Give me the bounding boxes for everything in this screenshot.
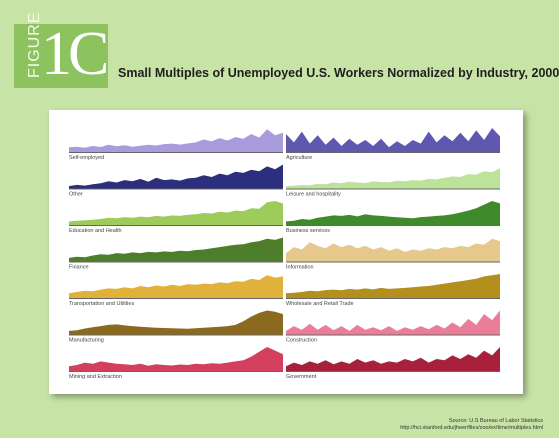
small-multiple: Agriculture <box>286 128 500 161</box>
source-line: Source: U.S Bureau of Labor Statistics <box>448 418 543 424</box>
series-label: Transportation and Utilities <box>69 301 134 307</box>
series-label: Wholesale and Retail Trade <box>286 301 354 307</box>
small-multiple: Business services <box>286 201 500 234</box>
chart-panel: Self-employed Agriculture Other Leisure and… <box>49 110 523 394</box>
series-area <box>69 310 283 335</box>
series-area <box>286 238 500 262</box>
small-multiple: Education and Health <box>69 201 283 234</box>
series-area <box>286 168 500 189</box>
series-label: Business services <box>286 228 330 234</box>
series-area <box>69 275 283 298</box>
small-multiple: Finance <box>69 237 283 271</box>
series-area <box>69 164 283 189</box>
series-label: Government <box>286 374 317 380</box>
figure-badge <box>14 24 108 88</box>
small-multiple: Government <box>286 347 500 380</box>
series-area <box>286 274 500 298</box>
source-url: http://hci.stanford.edu/jheer/files/zoo/… <box>400 425 543 431</box>
series-label: Information <box>286 265 314 271</box>
series-area <box>69 201 283 225</box>
series-label: Education and Health <box>69 228 122 234</box>
series-area <box>69 237 283 262</box>
series-area <box>69 347 283 371</box>
source-note: Source: U.S Bureau of Labor Statistics h… <box>400 418 543 432</box>
small-multiple: Construction <box>286 310 500 344</box>
series-label: Agriculture <box>286 155 312 161</box>
series-label: Other <box>69 192 83 198</box>
small-multiple: Leisure and hospitality <box>286 168 500 198</box>
figure-number: 1C <box>41 20 109 88</box>
series-area <box>286 128 500 152</box>
series-area <box>286 201 500 225</box>
series-area <box>69 129 283 152</box>
chart-title: Small Multiples of Unemployed U.S. Worke… <box>118 66 559 80</box>
small-multiple: Self-employed <box>69 129 283 161</box>
series-label: Mining and Extraction <box>69 374 122 380</box>
series-label: Finance <box>69 265 89 271</box>
series-label: Self-employed <box>69 155 104 161</box>
small-multiples-chart: Self-employed Agriculture Other Leisure and… <box>69 128 500 380</box>
small-multiple: Wholesale and Retail Trade <box>286 274 500 307</box>
small-multiple: Manufacturing <box>69 310 283 344</box>
series-label: Leisure and hospitality <box>286 192 341 198</box>
series-label: Manufacturing <box>69 338 104 344</box>
small-multiple: Other <box>69 164 283 198</box>
small-multiple: Information <box>286 238 500 271</box>
series-label: Construction <box>286 338 317 344</box>
small-multiple: Mining and Extraction <box>69 347 283 380</box>
small-multiple: Transportation and Utilities <box>69 275 283 307</box>
series-area <box>286 310 500 335</box>
series-area <box>286 347 500 371</box>
